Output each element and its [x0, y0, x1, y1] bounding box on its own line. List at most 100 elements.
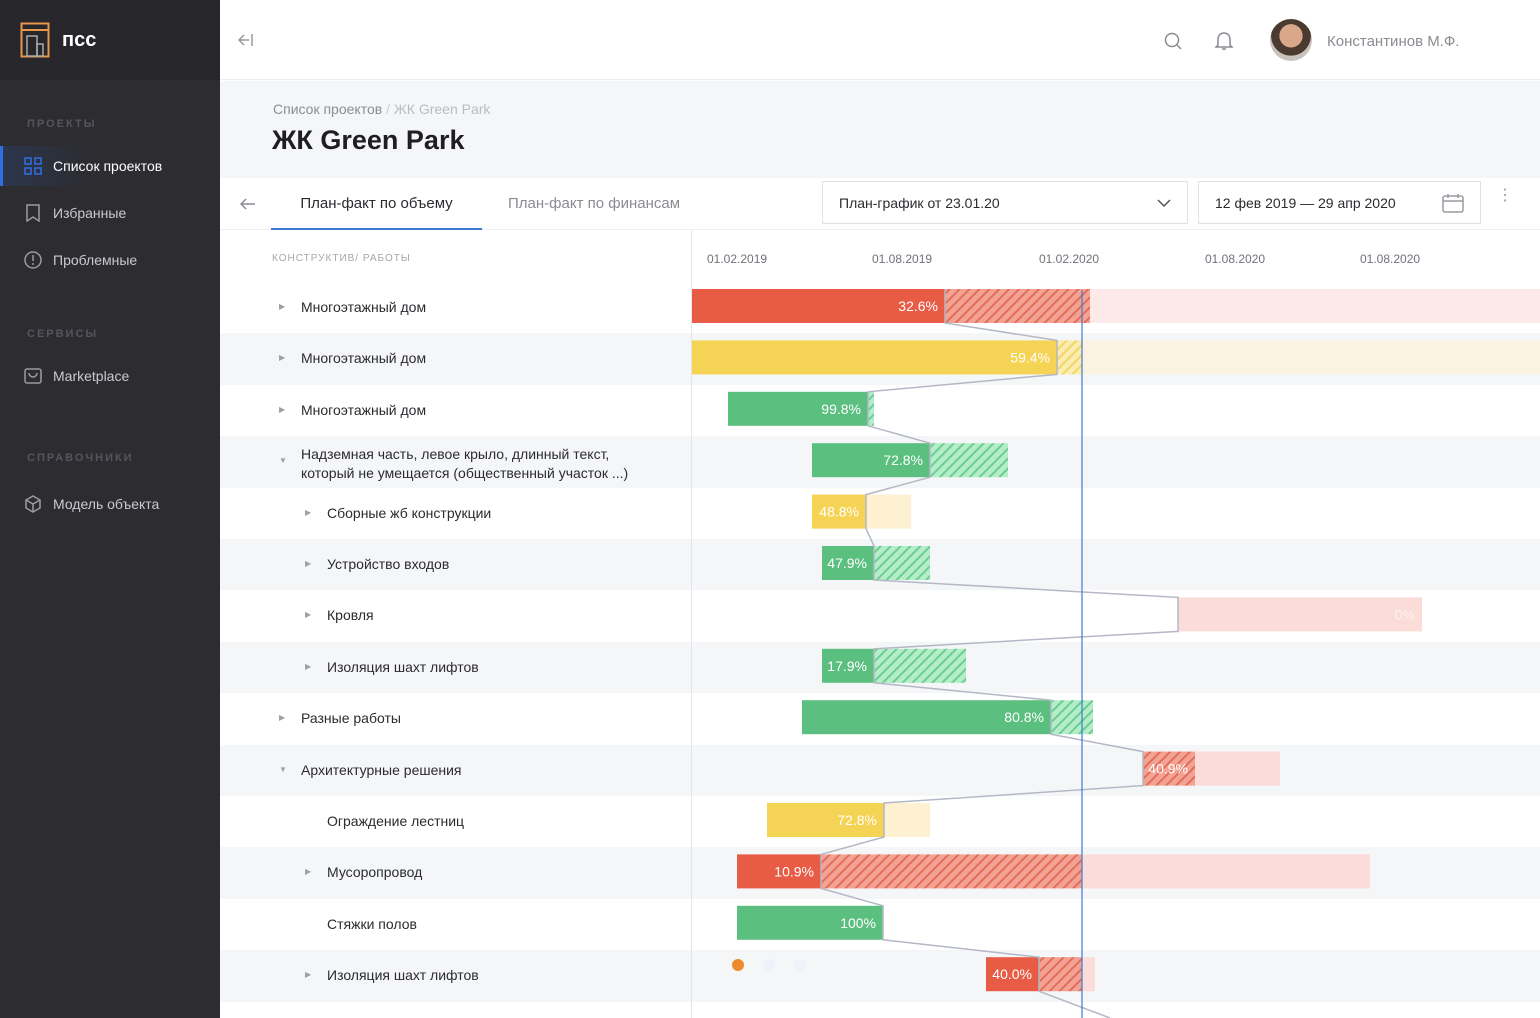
bar-fact: [802, 700, 1051, 735]
column-header: КОНСТРУКТИВ/ РАБОТЫ: [272, 253, 411, 264]
row-label: Ограждение лестниц: [327, 813, 465, 829]
row-label: Стяжки полов: [327, 915, 417, 932]
bell-icon[interactable]: [1215, 31, 1233, 51]
bar-percent-label: 47.9%: [827, 555, 867, 571]
caret-right-icon[interactable]: ▶: [279, 353, 286, 363]
row-label: Надземная часть, левое крыло, длинный те…: [301, 446, 629, 482]
bar-overdue: [945, 289, 1090, 323]
table-row[interactable]: ▼ Архитектурные решения: [220, 744, 1540, 796]
row-label: Многоэтажный дом: [301, 350, 427, 367]
caret-right-icon[interactable]: ▶: [305, 610, 312, 620]
breadcrumb-current: ЖК Green Park: [393, 101, 491, 117]
caret-right-icon[interactable]: ▶: [279, 302, 286, 311]
sidebar-item-object-model[interactable]: Модель объекта: [0, 484, 220, 524]
calendar-icon: [1442, 193, 1464, 213]
row-label: Разные работы: [301, 710, 401, 727]
bar-fact: [986, 957, 1039, 992]
sidebar-item-projects[interactable]: Список проектов: [0, 146, 220, 186]
bar-percent-label: 17.9%: [827, 658, 867, 674]
grid-icon: [24, 157, 42, 175]
date-range-picker[interactable]: 12 фев 2019 — 29 апр 2020: [1198, 181, 1481, 224]
bar-overdue: [1039, 957, 1082, 992]
timeline-tick: 01.02.2020: [1039, 252, 1100, 266]
loading-dot: [732, 959, 744, 971]
avatar[interactable]: [1270, 19, 1312, 61]
row-label: Кровля: [327, 607, 374, 624]
sidebar-item-problems[interactable]: Проблемные: [0, 240, 220, 280]
section-title: СПРАВОЧНИКИ: [27, 452, 134, 464]
bar-percent-label: 100%: [840, 915, 876, 931]
bar-fact: [767, 803, 884, 837]
top-header: Константинов М.Ф.: [220, 0, 1540, 80]
row-label: Сборные жб конструкции: [327, 504, 492, 521]
row-label: Изоляция шахт лифтов: [327, 967, 479, 984]
bar-fact: [812, 443, 930, 478]
bar-fact: [737, 905, 883, 940]
table-row[interactable]: Стяжки полов: [220, 899, 1540, 950]
bar-overdue: [874, 546, 930, 580]
tab-volume[interactable]: План-факт по объему: [271, 178, 482, 230]
bar-overdue: [868, 391, 874, 426]
chevron-down-icon: [1157, 198, 1171, 207]
caret-right-icon[interactable]: ▶: [279, 713, 286, 723]
caret-right-icon[interactable]: ▶: [279, 404, 286, 414]
sidebar-item-label: Модель объекта: [53, 496, 160, 512]
progress-connector-line: [820, 289, 1179, 1018]
shop-icon: [24, 368, 42, 384]
bar-fact: [822, 648, 874, 683]
plan-select[interactable]: План-график от 23.01.20: [822, 181, 1188, 224]
bar-percent-label: 48.8%: [819, 504, 859, 520]
sidebar-item-favorites[interactable]: Избранные: [0, 193, 220, 233]
bar-overdue: [1143, 751, 1195, 786]
caret-down-icon[interactable]: ▼: [279, 456, 287, 466]
timeline-tick: 01.08.2019: [872, 252, 933, 266]
loading-dot: [794, 959, 806, 971]
table-row[interactable]: ▶ Многоэтажный дом: [220, 385, 1540, 436]
section-title: СЕРВИСЫ: [27, 328, 99, 340]
caret-right-icon[interactable]: ▶: [305, 559, 312, 568]
user-name[interactable]: Константинов М.Ф.: [1327, 33, 1460, 50]
breadcrumb: Список проектов / ЖК Green Park: [273, 101, 490, 117]
table-row[interactable]: ▶ Кровля: [220, 590, 1540, 641]
bar-percent-label: 40.0%: [992, 966, 1032, 982]
bar-overdue: [1057, 340, 1082, 375]
sidebar-item-label: Marketplace: [53, 368, 130, 384]
bar-fact: [812, 494, 866, 529]
bar-percent-label: 40.9%: [1148, 761, 1188, 777]
page-title: ЖК Green Park: [272, 125, 465, 155]
table-row[interactable]: ▶ Изоляция шахт лифтов: [220, 950, 1540, 1002]
caret-right-icon[interactable]: ▶: [305, 507, 312, 517]
search-icon[interactable]: [1164, 32, 1182, 50]
table-row[interactable]: ▶ Многоэтажный дом: [220, 282, 1540, 333]
table-row[interactable]: ▶ Разные работы: [220, 693, 1540, 744]
caret-right-icon[interactable]: ▶: [305, 970, 312, 980]
back-arrow-icon[interactable]: [240, 198, 256, 210]
breadcrumb-parent[interactable]: Список проектов: [273, 101, 383, 117]
table-row[interactable]: ▶ Сборные жб конструкции: [220, 488, 1540, 539]
app-name: псс: [62, 28, 97, 51]
caret-down-icon[interactable]: ▼: [279, 764, 287, 774]
cube-icon: [25, 495, 41, 513]
sidebar-item-label: Избранные: [53, 205, 127, 221]
row-label: Устройство входов: [327, 556, 450, 572]
timeline-tick: 01.02.2019: [707, 252, 768, 266]
logo[interactable]: псс: [20, 22, 96, 58]
bar-percent-label: 10.9%: [774, 863, 814, 879]
sidebar-item-marketplace[interactable]: Marketplace: [0, 356, 220, 396]
bar-fact: [728, 391, 868, 426]
bar-fact: [737, 854, 821, 889]
bar-fact: [692, 289, 945, 323]
caret-right-icon[interactable]: ▶: [305, 661, 312, 671]
bookmark-icon: [26, 204, 40, 222]
tab-bar: План-факт по объему План-факт по финанса…: [220, 178, 1540, 230]
collapse-sidebar-icon[interactable]: [236, 32, 254, 48]
tab-finance[interactable]: План-факт по финансам: [508, 195, 681, 212]
row-label: Архитектурные решения: [301, 761, 462, 778]
bar-fact: [822, 546, 874, 580]
table-row[interactable]: Ограждение лестниц: [220, 796, 1540, 847]
row-label: Изоляция шахт лифтов: [327, 658, 479, 675]
alert-circle-icon: [24, 251, 42, 269]
bar-overdue: [1051, 700, 1093, 735]
caret-right-icon[interactable]: ▶: [305, 867, 312, 877]
